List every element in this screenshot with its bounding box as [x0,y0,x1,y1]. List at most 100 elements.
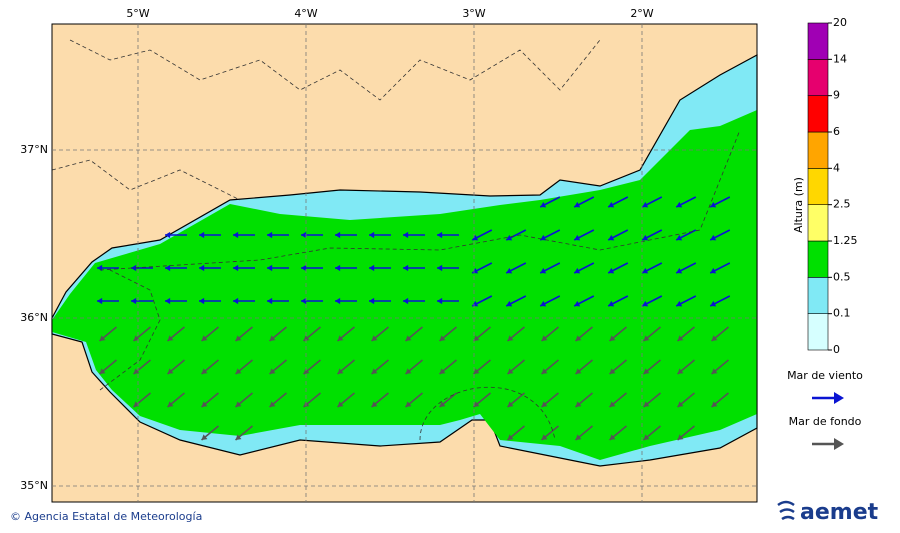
wave-arrow-head [574,201,581,208]
wave-arrow-head [403,297,409,305]
wave-arrow-head [541,401,548,408]
colorbar-swatch [807,59,829,96]
wave-arrow-head [235,368,242,375]
wave-arrow-head [201,434,208,441]
wave-arrow-head [269,368,276,375]
wave-arrow-head [643,401,650,408]
wave-arrow-head [710,234,717,241]
wave-arrow-head [371,368,378,375]
wave-arrow-head [235,401,242,408]
colorbar-label: 20 [833,16,847,29]
colorbar-label: 2.5 [833,198,851,211]
wave-arrow-head [676,201,683,208]
wave-arrow-head [437,297,443,305]
wave-arrow-head [439,368,446,375]
wave-arrow-head [165,297,171,305]
wave-arrow-head [337,368,344,375]
wave-arrow-head [541,335,548,342]
wave-arrow-head [335,297,341,305]
colorbar-label: 0 [833,343,840,356]
colorbar-swatch [807,95,829,133]
wave-arrow-head [405,368,412,375]
wave-arrow-head [301,231,307,239]
wave-arrow-head [99,335,106,342]
wave-arrow-head [335,264,341,272]
wave-arrow-head [608,234,615,241]
colorbar-swatch [807,22,829,60]
wave-arrow-head [507,335,514,342]
wave-arrow-head [437,264,443,272]
wave-arrow-head [609,335,616,342]
wave-arrow-head [574,234,581,241]
wave-arrow-head [437,231,443,239]
colorbar-label: 14 [833,52,847,65]
wave-arrow-head [403,264,409,272]
wave-arrow-head [541,434,548,441]
lat-label: 37°N [20,143,48,156]
wave-arrow-head [403,231,409,239]
wave-arrow-head [199,231,205,239]
legend-arrow-head [834,438,844,450]
logo-icon [777,500,795,521]
borders [51,39,741,441]
colorbar-title: Altura (m) [792,177,805,233]
wave-arrow-head [574,267,581,274]
wave-arrow-head [369,264,375,272]
wave-arrow-head [335,231,341,239]
wave-arrow-head [710,267,717,274]
wave-arrow-head [506,234,513,241]
wave-arrow-head [235,434,242,441]
wave-arrow-head [165,264,171,272]
legend-arrow-head [834,392,844,404]
footer: © Agencia Estatal de Meteorología [10,510,202,523]
lon-label: 3°W [462,7,485,20]
lon-label: 4°W [294,7,317,20]
wave-arrow-head [233,231,239,239]
wave-arrow-head [371,401,378,408]
lat-label: 35°N [20,479,48,492]
wave-arrow-head [575,401,582,408]
wave-arrow-head [575,368,582,375]
wave-arrow-head [643,368,650,375]
colorbar-swatch [807,168,829,205]
wave-arrow-head [267,264,273,272]
wave-arrow-head [642,300,649,307]
wave-arrow-head [337,335,344,342]
wave-arrow-head [337,401,344,408]
wave-arrow-head [711,368,718,375]
wave-arrow-head [642,234,649,241]
colorbar-swatch [807,313,829,351]
wave-arrow-head [507,401,514,408]
wave-arrow-head [167,368,174,375]
wave-arrow-head [199,297,205,305]
wave-arrow-head [608,300,615,307]
wave-arrow-head [369,231,375,239]
lon-label: 5°W [126,7,149,20]
wave-arrow-head [642,201,649,208]
legend-label: Mar de fondo [789,415,862,428]
wave-arrow-head [472,234,479,241]
wave-arrow-head [676,267,683,274]
wave-arrow-head [439,401,446,408]
wave-arrow-head [201,368,208,375]
wave-arrow-head [507,368,514,375]
wave-arrow-head [131,264,137,272]
wave-arrow-head [540,300,547,307]
wave-arrow-head [507,434,514,441]
wave-arrow-head [201,335,208,342]
colorbar-swatch [807,240,829,278]
wave-arrow-head [473,368,480,375]
wave-arrow-head [677,335,684,342]
wave-arrow-head [369,297,375,305]
wave-arrow-head [131,297,137,305]
colorbar-swatch [807,277,829,314]
wave-arrow-head [710,300,717,307]
wave-arrow-head [405,401,412,408]
wave-arrow-head [269,401,276,408]
wave-arrow-head [643,434,650,441]
colorbar-label: 4 [833,161,840,174]
wave-arrow-head [405,335,412,342]
wave-arrow-head [97,297,103,305]
wave-arrow-head [473,401,480,408]
